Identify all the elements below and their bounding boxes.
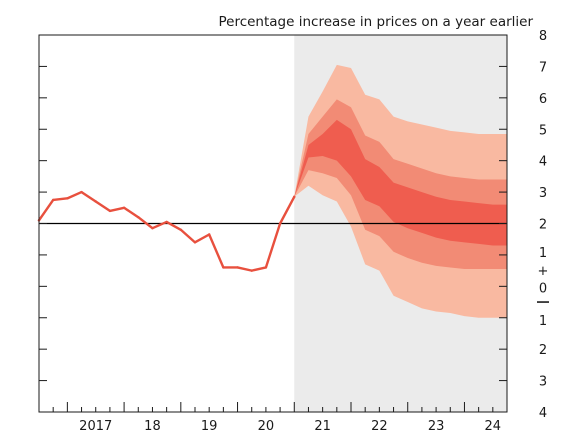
fan-band-inner	[294, 119, 507, 246]
x-axis-layer: 2017 18 19 20 21 22 23 24	[38, 402, 508, 434]
history-point	[94, 200, 97, 203]
history-line-layer	[37, 190, 296, 272]
history-point	[250, 269, 253, 272]
history-point	[179, 228, 183, 231]
history-point	[193, 241, 197, 244]
y-tick-label: 7	[539, 60, 547, 75]
x-tick-label: 20	[258, 419, 275, 434]
y-positive-sign: +	[538, 264, 549, 279]
history-point	[51, 198, 55, 202]
history-point	[278, 222, 282, 225]
history-point	[207, 233, 211, 236]
history-point	[165, 220, 168, 224]
history-point	[293, 195, 296, 198]
history-point	[222, 266, 225, 269]
history-point	[264, 266, 268, 269]
y-tick-label: 4	[539, 406, 547, 421]
x-tick-label: 22	[371, 419, 388, 434]
history-series-line	[37, 190, 296, 272]
y-tick-label: 4	[539, 155, 547, 170]
chart-title: Percentage increase in prices on a year …	[218, 14, 533, 30]
y-tick-label: 8	[539, 29, 547, 44]
y-tick-label: 3	[539, 186, 547, 201]
x-tick-label: 23	[428, 419, 445, 434]
y-tick-label: 5	[539, 123, 547, 138]
y-tick-label: 6	[539, 92, 547, 107]
y-tick-label: 1	[539, 246, 547, 261]
y-axis-layer: 8 7 6 5 4 3 2 1 0 1 2 3 4 +	[39, 29, 549, 421]
x-tick-label: 2017	[79, 419, 112, 434]
x-tick-label: 24	[485, 419, 502, 434]
x-tick-label: 21	[314, 419, 331, 434]
history-point	[236, 266, 239, 269]
history-point	[108, 209, 112, 213]
y-tick-label: 3	[539, 375, 547, 390]
history-point	[66, 197, 69, 200]
history-point	[80, 190, 83, 194]
y-tick-label: 0	[539, 281, 547, 296]
x-tick-label: 19	[201, 419, 218, 434]
history-point	[151, 227, 154, 230]
y-tick-label: 2	[539, 343, 547, 358]
x-tick-label: 18	[144, 419, 161, 434]
y-tick-label: 1	[539, 314, 547, 329]
history-point	[137, 216, 140, 219]
history-point	[122, 206, 126, 209]
fan-bands-layer	[294, 64, 507, 318]
y-tick-label: 2	[539, 218, 547, 233]
